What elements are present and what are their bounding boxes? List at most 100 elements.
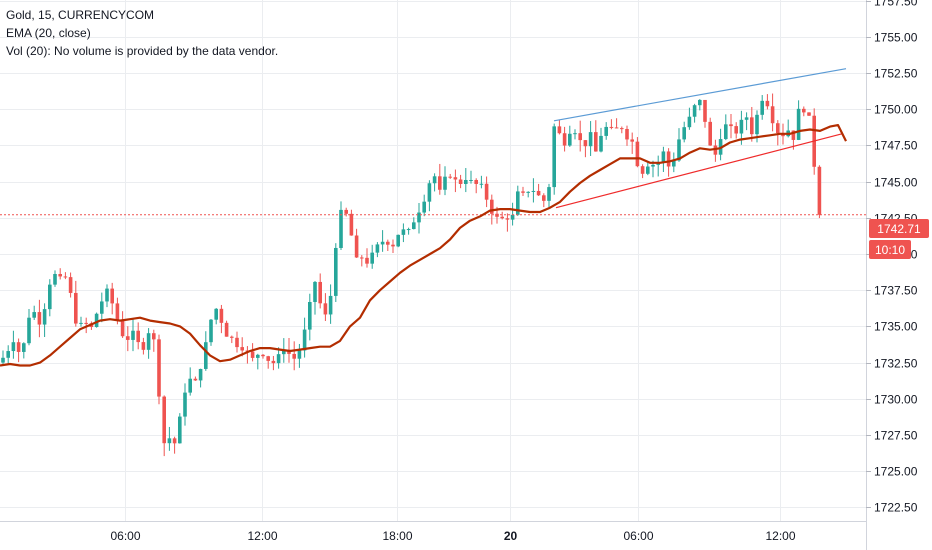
candle-body	[313, 281, 317, 303]
candle-body	[687, 116, 692, 128]
candle-body	[58, 273, 62, 277]
candle-body	[453, 177, 458, 180]
candle-body	[219, 308, 224, 323]
ema-line	[0, 124, 847, 367]
candle-body	[48, 284, 52, 310]
candle-body	[448, 176, 452, 178]
candle-body	[588, 132, 593, 147]
candle-body	[443, 176, 447, 190]
price-tick-label: 1727.50	[874, 429, 918, 443]
candle-body	[63, 276, 68, 278]
candle-body	[360, 257, 364, 259]
candle-body	[188, 378, 192, 393]
candle-body	[209, 319, 213, 343]
price-tick-label: 1732.50	[874, 357, 918, 371]
candle-body	[193, 378, 198, 381]
candle-body	[469, 179, 473, 181]
candle-body	[536, 190, 541, 196]
candle-body	[666, 151, 671, 167]
candle-body	[266, 356, 270, 361]
ema-indicator-label[interactable]: EMA (20, close)	[6, 26, 91, 40]
candle-body	[318, 281, 322, 304]
trendline-lower[interactable]	[555, 133, 843, 209]
candle-body	[380, 241, 385, 245]
candle-body	[292, 353, 296, 359]
candle-body	[302, 329, 307, 351]
candle-body	[609, 126, 614, 128]
candle-body	[625, 128, 629, 140]
candle-body	[198, 368, 203, 381]
candle-body	[516, 191, 520, 215]
volume-indicator-label[interactable]: Vol (20): No volume is provided by the d…	[6, 44, 279, 58]
candle-body	[417, 212, 421, 223]
candle-body	[375, 244, 380, 253]
candle-body	[484, 183, 489, 200]
candle-body	[734, 126, 738, 134]
candle-body	[68, 277, 73, 293]
candle-body	[724, 124, 728, 140]
candle-body	[344, 209, 348, 214]
candle-body	[183, 392, 187, 417]
candle-body	[178, 416, 182, 444]
candle-body	[817, 166, 822, 215]
candle-body	[131, 330, 135, 340]
candles	[1, 93, 822, 457]
candle-body	[115, 303, 120, 321]
candle-body	[391, 244, 395, 247]
candle-body	[84, 322, 88, 324]
candle-body	[100, 301, 104, 314]
candle-body	[412, 222, 416, 230]
candle-body	[256, 354, 260, 358]
price-tick-label: 1737.50	[874, 284, 918, 298]
candle-body	[672, 160, 676, 167]
candle-body	[334, 247, 338, 296]
candle-body	[328, 295, 333, 315]
candle-body	[698, 99, 702, 106]
time-tick-label: 06:00	[110, 529, 140, 543]
candle-body	[458, 179, 463, 184]
candle-body	[235, 337, 239, 348]
candle-body	[167, 438, 172, 444]
candle-body	[474, 179, 478, 184]
candle-body	[349, 213, 354, 236]
trendline-upper[interactable]	[553, 68, 847, 122]
candle-body	[542, 195, 546, 201]
symbol-title[interactable]: Gold, 15, CURRENCYCOM	[6, 8, 155, 22]
candle-body	[614, 127, 619, 129]
price-tick-label: 1725.00	[874, 465, 918, 479]
time-axis[interactable]: 06:00 12:00 18:00 20 06:00 12:00	[110, 529, 795, 543]
candle-body	[578, 133, 582, 141]
candle-body	[692, 105, 697, 117]
candle-body	[37, 312, 42, 325]
candle-body	[214, 308, 218, 320]
candle-body	[146, 333, 151, 350]
price-tick-label: 1722.50	[874, 501, 918, 515]
candle-body	[11, 342, 16, 352]
candle-body	[79, 322, 83, 324]
candle-body	[365, 257, 369, 264]
candle-body	[630, 139, 634, 142]
price-tick-label: 1735.00	[874, 320, 918, 334]
candle-body	[770, 106, 775, 124]
candle-body	[552, 126, 556, 188]
candle-body	[401, 229, 406, 235]
candle-body	[126, 336, 130, 340]
candle-body	[1, 357, 5, 363]
grid-lines	[0, 0, 866, 521]
candle-body	[729, 124, 733, 127]
candle-body	[807, 112, 811, 116]
candle-body	[386, 241, 390, 245]
candle-body	[427, 183, 432, 202]
price-tick-label: 1745.00	[874, 176, 918, 190]
candle-body	[490, 199, 494, 214]
candle-body	[32, 312, 36, 318]
trendlines[interactable]	[553, 68, 847, 209]
candle-body	[708, 121, 712, 146]
candle-body	[6, 351, 10, 358]
candle-body	[562, 133, 567, 146]
candle-body	[791, 130, 796, 140]
candle-body	[604, 126, 608, 136]
price-tick-label: 1750.00	[874, 103, 918, 117]
candle-body	[157, 339, 161, 397]
